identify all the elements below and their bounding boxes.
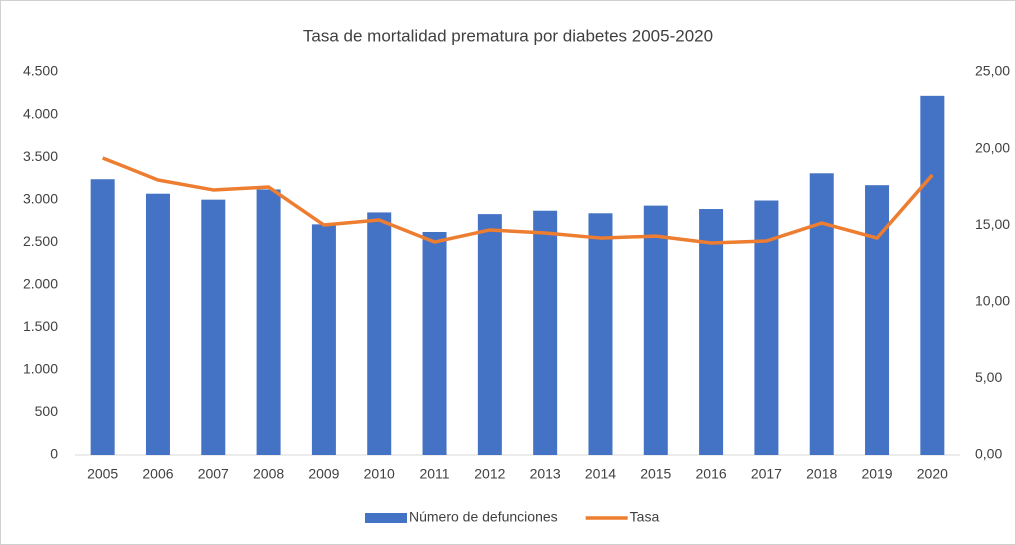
line [102, 156, 934, 245]
y2-tick-label: 10,00 [975, 293, 1010, 309]
x-tick-label: 2009 [308, 466, 339, 482]
y2-tick-label: 20,00 [975, 139, 1010, 155]
chart-title: Tasa de mortalidad prematura por diabete… [303, 26, 713, 45]
y-tick-label: 2.500 [23, 233, 58, 249]
y-tick-label: 2.000 [23, 275, 58, 291]
bar [588, 213, 613, 455]
legend-label: Tasa [630, 509, 660, 525]
bar [422, 232, 447, 455]
bar [533, 210, 558, 455]
bar [865, 185, 890, 455]
bar [477, 214, 502, 455]
y2-tick-label: 5,00 [975, 369, 1002, 385]
x-tick-label: 2016 [696, 466, 727, 482]
x-tick-label: 2007 [198, 466, 229, 482]
x-tick-label: 2012 [474, 466, 505, 482]
legend-label: Número de defunciones [409, 509, 558, 525]
y2-tick-label: 15,00 [975, 216, 1010, 232]
bar [201, 199, 226, 455]
x-tick-label: 2005 [87, 466, 118, 482]
bar [90, 179, 115, 456]
bar [256, 189, 281, 455]
x-tick-label: 2015 [640, 466, 671, 482]
x-tick-label: 2017 [751, 466, 782, 482]
y-tick-label: 0 [50, 446, 58, 462]
x-tick-label: 2008 [253, 466, 284, 482]
y-tick-label: 1.000 [23, 361, 58, 377]
y-tick-label: 4.000 [23, 105, 58, 121]
x-tick-label: 2010 [364, 466, 395, 482]
y-tick-label: 500 [35, 403, 59, 419]
x-tick-label: 2006 [142, 466, 173, 482]
bar [311, 224, 336, 455]
y-tick-label: 4.500 [23, 63, 58, 79]
y-tick-label: 1.500 [23, 318, 58, 334]
x-tick-label: 2013 [530, 466, 561, 482]
bar [145, 193, 170, 455]
bar [643, 205, 668, 455]
x-tick-label: 2020 [917, 466, 948, 482]
y-tick-label: 3.500 [23, 148, 58, 164]
x-tick-label: 2019 [861, 466, 892, 482]
y-tick-label: 3.000 [23, 190, 58, 206]
bar [920, 95, 945, 455]
legend-swatch [365, 513, 407, 523]
x-tick-label: 2018 [806, 466, 837, 482]
y2-tick-label: 25,00 [975, 63, 1010, 79]
bar [809, 173, 834, 455]
bar [699, 209, 724, 455]
bar [367, 212, 392, 455]
x-tick-label: 2011 [419, 466, 449, 482]
y2-tick-label: 0,00 [975, 446, 1002, 462]
x-tick-label: 2014 [585, 466, 616, 482]
